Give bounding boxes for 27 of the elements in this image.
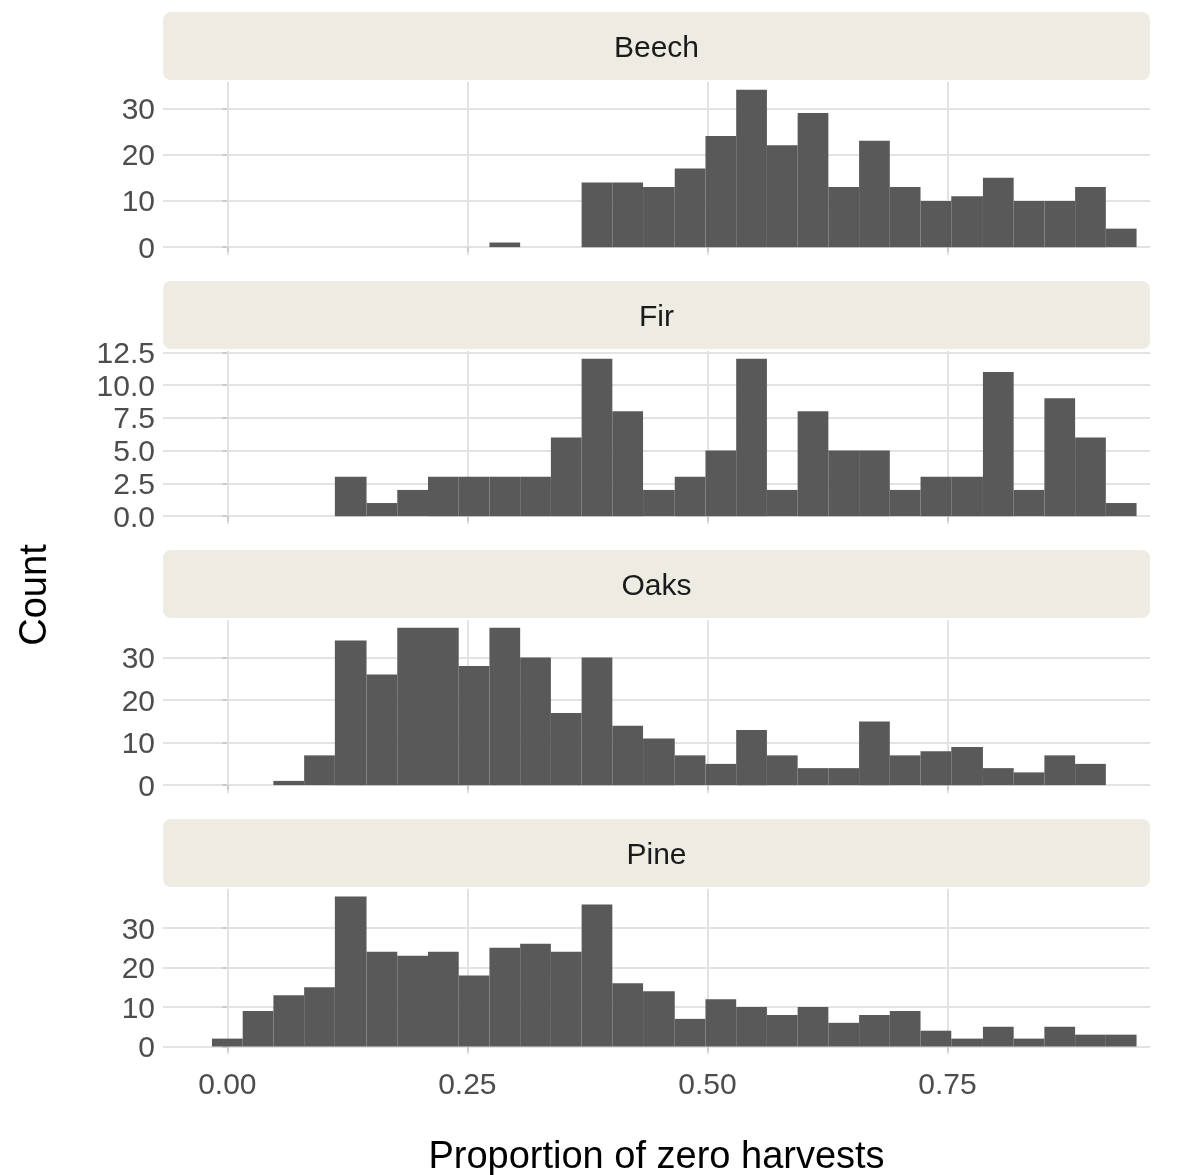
y-tick-label: 10 bbox=[121, 990, 155, 1024]
y-tick-label: 10 bbox=[121, 726, 155, 760]
x-tick-label: 0.75 bbox=[918, 1066, 977, 1100]
y-tick-label: 7.5 bbox=[113, 401, 155, 435]
x-tick-label: 0.00 bbox=[198, 1066, 257, 1100]
y-tick-label: 0 bbox=[138, 230, 155, 264]
chart-title: Pine bbox=[626, 836, 687, 870]
y-tick-label: 20 bbox=[121, 138, 155, 172]
y-tick-label: 20 bbox=[121, 683, 155, 717]
x-tick-label: 0.25 bbox=[438, 1066, 497, 1100]
y-tick-label: 2.5 bbox=[113, 466, 155, 500]
chart-title: Oaks bbox=[621, 567, 692, 601]
y-tick-label: 10.0 bbox=[96, 368, 155, 402]
y-tick-label: 5.0 bbox=[113, 434, 155, 468]
y-tick-label: 20 bbox=[121, 951, 155, 985]
y-tick-label: 0 bbox=[138, 1030, 155, 1063]
chart-title: Beech bbox=[613, 29, 700, 63]
y-axis-title: Count bbox=[11, 544, 55, 646]
chart-title: Fir bbox=[639, 298, 674, 332]
y-tick-label: 30 bbox=[121, 91, 155, 125]
y-tick-label: 30 bbox=[121, 641, 155, 675]
y-tick-label: 12.5 bbox=[96, 335, 155, 369]
y-tick-label: 0 bbox=[138, 768, 155, 802]
x-tick-label: 0.50 bbox=[678, 1066, 737, 1100]
y-tick-label: 30 bbox=[121, 911, 155, 945]
y-tick-label: 0.0 bbox=[113, 499, 155, 533]
y-tick-label: 10 bbox=[121, 184, 155, 218]
